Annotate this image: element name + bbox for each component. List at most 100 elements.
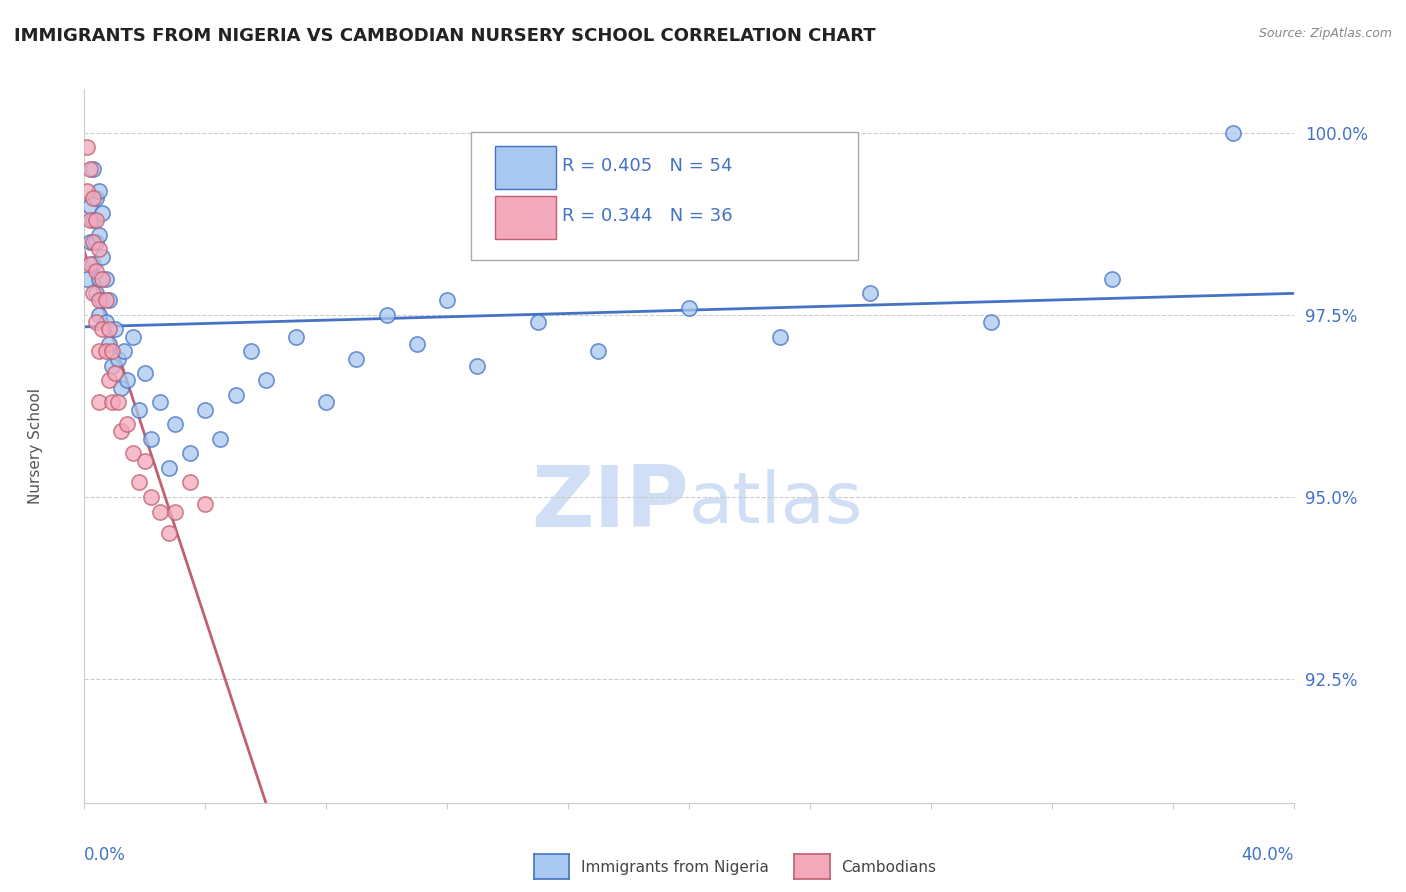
Point — [89, 293, 111, 308]
Text: IMMIGRANTS FROM NIGERIA VS CAMBODIAN NURSERY SCHOOL CORRELATION CHART: IMMIGRANTS FROM NIGERIA VS CAMBODIAN NUR… — [14, 27, 876, 45]
Point — [76, 271, 98, 285]
Point — [97, 293, 120, 308]
Text: Source: ZipAtlas.com: Source: ZipAtlas.com — [1258, 27, 1392, 40]
Point — [134, 366, 156, 380]
Point — [980, 315, 1002, 329]
Point — [769, 330, 792, 344]
Point — [76, 140, 98, 154]
Text: 40.0%: 40.0% — [1241, 846, 1294, 863]
Point — [89, 395, 111, 409]
Point — [86, 235, 108, 249]
Point — [97, 337, 120, 351]
Point — [128, 402, 150, 417]
Point — [97, 374, 120, 388]
Text: Nursery School: Nursery School — [28, 388, 44, 504]
Point — [121, 446, 143, 460]
Text: atlas: atlas — [689, 468, 863, 538]
FancyBboxPatch shape — [471, 132, 858, 260]
Point — [859, 286, 882, 301]
Point — [91, 206, 114, 220]
Point — [209, 432, 232, 446]
Point — [100, 395, 122, 409]
Point — [76, 184, 98, 198]
Point — [112, 344, 135, 359]
Point — [128, 475, 150, 490]
Point — [121, 330, 143, 344]
Point — [82, 286, 104, 301]
Point — [149, 504, 172, 518]
Text: 0.0%: 0.0% — [84, 846, 127, 863]
Point — [526, 315, 548, 329]
Point — [91, 271, 114, 285]
Text: R = 0.405   N = 54: R = 0.405 N = 54 — [562, 157, 733, 175]
Point — [89, 308, 111, 322]
Point — [82, 213, 104, 227]
Point — [139, 432, 162, 446]
Point — [91, 250, 114, 264]
Point — [284, 330, 308, 344]
Point — [82, 257, 104, 271]
Point — [86, 264, 108, 278]
Point — [94, 271, 117, 285]
Point — [89, 344, 111, 359]
Point — [91, 293, 114, 308]
Point — [194, 402, 217, 417]
Point — [467, 359, 489, 373]
Text: Cambodians: Cambodians — [841, 860, 936, 874]
Point — [104, 322, 127, 336]
Point — [86, 213, 108, 227]
FancyBboxPatch shape — [495, 196, 555, 239]
Point — [86, 286, 108, 301]
Point — [139, 490, 162, 504]
Point — [1101, 271, 1123, 285]
Point — [157, 460, 180, 475]
Text: Immigrants from Nigeria: Immigrants from Nigeria — [581, 860, 769, 874]
Point — [1222, 126, 1244, 140]
Point — [346, 351, 368, 366]
Point — [436, 293, 458, 308]
Point — [89, 271, 111, 285]
Point — [100, 359, 122, 373]
Point — [157, 526, 180, 541]
Point — [94, 344, 117, 359]
Point — [89, 184, 111, 198]
Point — [94, 293, 117, 308]
Point — [110, 381, 132, 395]
Point — [86, 315, 108, 329]
Point — [194, 497, 217, 511]
Point — [79, 213, 101, 227]
Point — [104, 366, 127, 380]
Point — [86, 191, 108, 205]
Point — [82, 162, 104, 177]
Point — [82, 191, 104, 205]
Point — [107, 395, 129, 409]
Point — [254, 374, 277, 388]
Point — [179, 446, 201, 460]
Text: R = 0.344   N = 36: R = 0.344 N = 36 — [562, 207, 733, 225]
Point — [79, 257, 101, 271]
FancyBboxPatch shape — [495, 146, 555, 189]
Point — [79, 162, 101, 177]
Point — [315, 395, 337, 409]
Point — [375, 308, 398, 322]
Point — [163, 417, 186, 432]
Point — [91, 322, 114, 336]
Point — [225, 388, 247, 402]
Point — [149, 395, 172, 409]
Point — [110, 425, 132, 439]
Point — [97, 322, 120, 336]
Point — [100, 344, 122, 359]
Point — [79, 199, 101, 213]
Point — [134, 453, 156, 467]
Point — [179, 475, 201, 490]
Point — [239, 344, 262, 359]
Point — [115, 417, 138, 432]
Point — [107, 351, 129, 366]
Point — [406, 337, 429, 351]
Text: ZIP: ZIP — [531, 461, 689, 545]
Point — [115, 374, 138, 388]
Point — [163, 504, 186, 518]
Point — [588, 344, 610, 359]
Point — [94, 315, 117, 329]
Point — [89, 243, 111, 257]
